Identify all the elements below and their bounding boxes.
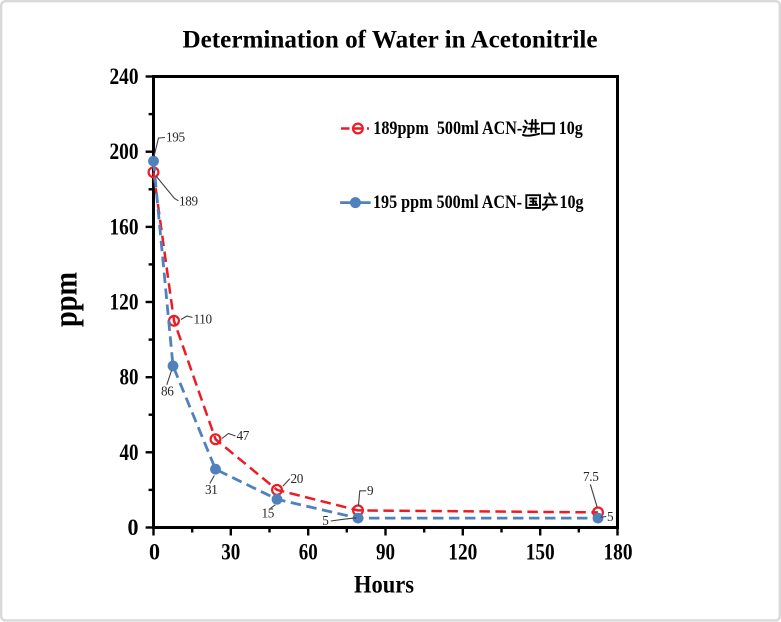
svg-text:Determination of Water in Acet: Determination of Water in Acetonitrile [183,27,598,54]
svg-text:0: 0 [149,540,160,565]
svg-text:120: 120 [448,540,477,565]
svg-text:5: 5 [607,509,614,524]
svg-text:90: 90 [376,540,395,565]
svg-text:80: 80 [120,365,139,390]
svg-text:0: 0 [128,515,139,540]
svg-text:9: 9 [367,483,374,498]
svg-text:ppm: ppm [49,272,85,327]
svg-text:7.5: 7.5 [583,469,599,484]
svg-text:10g: 10g [560,192,584,213]
svg-text:40: 40 [120,440,139,465]
svg-text:195: 195 [166,130,185,145]
svg-text:15: 15 [262,506,275,521]
svg-text:180: 180 [604,540,633,565]
svg-text:30: 30 [221,540,240,565]
svg-text:240: 240 [110,64,139,89]
svg-text:31: 31 [205,482,218,497]
svg-text:150: 150 [526,540,555,565]
svg-text:Hours: Hours [354,572,414,599]
svg-text:189: 189 [179,194,198,209]
svg-text:20: 20 [291,471,304,486]
svg-text:200: 200 [110,139,139,164]
svg-text:60: 60 [299,540,318,565]
svg-text:5: 5 [322,513,329,528]
svg-text:189ppm 500ml ACN-: 189ppm 500ml ACN- [373,118,522,139]
svg-text:195 ppm 500ml ACN-: 195 ppm 500ml ACN- [373,192,522,213]
svg-text:10g: 10g [559,118,583,139]
svg-text:160: 160 [110,214,139,239]
svg-text:86: 86 [161,384,174,399]
svg-text:120: 120 [110,290,139,315]
svg-text:47: 47 [237,428,250,443]
svg-text:110: 110 [194,312,213,327]
